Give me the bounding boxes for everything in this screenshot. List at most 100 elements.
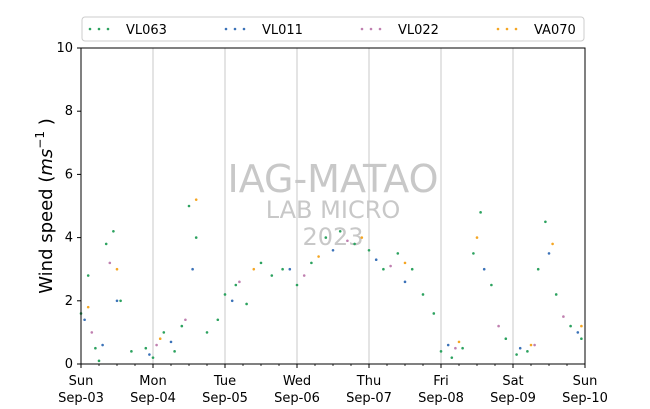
data-point-vl063 bbox=[112, 229, 115, 233]
data-point-vl011 bbox=[518, 346, 522, 350]
data-point-vl011 bbox=[288, 267, 292, 271]
data-point-vl063 bbox=[130, 350, 133, 353]
data-point-vl063 bbox=[173, 350, 176, 353]
data-point-vl063 bbox=[421, 293, 425, 296]
data-point-vl022 bbox=[346, 239, 349, 243]
x-tick-weekday: Tue bbox=[213, 374, 236, 389]
data-point-vl063 bbox=[205, 331, 209, 334]
data-point-vl011 bbox=[101, 343, 104, 347]
legend-marker bbox=[224, 27, 228, 31]
data-point-va070 bbox=[194, 198, 198, 201]
legend-marker bbox=[514, 27, 518, 31]
data-point-vl063 bbox=[439, 350, 443, 353]
data-point-vl022 bbox=[184, 318, 187, 322]
data-point-vl063 bbox=[281, 267, 284, 271]
data-point-vl063 bbox=[104, 242, 108, 246]
data-point-vl063 bbox=[569, 324, 572, 328]
watermark-line-2: LAB MICRO bbox=[266, 196, 401, 224]
legend-item-vl063: VL063 bbox=[126, 23, 167, 38]
data-point-va070 bbox=[115, 267, 119, 271]
scatter-points bbox=[79, 198, 583, 363]
legend-item-va070: VA070 bbox=[534, 23, 576, 38]
data-point-vl063 bbox=[526, 350, 529, 353]
data-point-vl063 bbox=[472, 252, 475, 255]
data-point-vl063 bbox=[94, 346, 97, 350]
x-tick-weekday: Sun bbox=[69, 374, 94, 389]
data-point-va070 bbox=[360, 236, 364, 239]
data-point-vl011 bbox=[115, 299, 119, 303]
legend-marker bbox=[378, 27, 382, 31]
legend-box bbox=[81, 16, 585, 42]
data-point-va070 bbox=[252, 267, 256, 271]
data-point-vl063 bbox=[367, 248, 371, 252]
data-point-vl063 bbox=[270, 274, 274, 277]
data-point-vl022 bbox=[90, 331, 94, 334]
data-point-va070 bbox=[317, 255, 320, 258]
data-point-vl063 bbox=[245, 302, 248, 306]
data-point-vl063 bbox=[310, 261, 313, 265]
data-point-vl011 bbox=[446, 343, 450, 347]
legend-marker bbox=[360, 27, 364, 31]
y-tick-label: 8 bbox=[65, 104, 73, 119]
y-tick-label: 4 bbox=[65, 231, 73, 246]
data-point-va070 bbox=[529, 343, 533, 347]
data-point-vl011 bbox=[331, 248, 335, 252]
data-point-vl063 bbox=[151, 356, 155, 359]
x-tick-weekday: Sun bbox=[573, 374, 598, 389]
data-point-vl063 bbox=[580, 337, 583, 341]
x-tick-date: Sep-07 bbox=[346, 391, 392, 406]
data-point-va070 bbox=[403, 261, 407, 265]
data-point-vl011 bbox=[230, 299, 234, 303]
data-point-va070 bbox=[551, 242, 554, 246]
x-tick-weekday: Mon bbox=[139, 374, 166, 389]
legend: VL063 VL011 VL022 VA070 bbox=[81, 16, 585, 42]
legend-marker bbox=[369, 27, 373, 31]
data-point-vl011 bbox=[83, 318, 86, 322]
legend-marker bbox=[496, 27, 500, 31]
data-point-vl063 bbox=[432, 312, 436, 315]
legend-marker bbox=[242, 27, 246, 31]
x-tick-date: Sep-10 bbox=[562, 391, 608, 406]
x-tick-weekday: Thu bbox=[356, 374, 381, 389]
data-point-vl063 bbox=[450, 356, 454, 359]
y-axis-ticks: 0 2 4 6 8 10 bbox=[56, 41, 81, 372]
data-point-vl011 bbox=[403, 280, 407, 284]
data-point-vl022 bbox=[302, 274, 306, 277]
vertical-gridlines bbox=[152, 48, 514, 364]
y-tick-label: 0 bbox=[65, 357, 73, 372]
data-point-vl011 bbox=[191, 267, 194, 271]
data-point-vl063 bbox=[295, 283, 299, 287]
data-point-vl063 bbox=[479, 211, 482, 214]
x-tick-date: Sep-09 bbox=[490, 391, 536, 406]
legend-marker bbox=[97, 27, 101, 31]
data-point-vl063 bbox=[338, 229, 342, 233]
x-tick-date: Sep-03 bbox=[58, 391, 104, 406]
data-point-vl063 bbox=[544, 220, 547, 224]
data-point-va070 bbox=[580, 324, 583, 328]
y-tick-label: 2 bbox=[65, 294, 73, 309]
legend-marker bbox=[233, 27, 237, 31]
legend-marker bbox=[106, 27, 110, 31]
data-point-vl063 bbox=[554, 293, 558, 296]
data-point-vl063 bbox=[223, 293, 227, 296]
data-point-vl011 bbox=[576, 331, 580, 334]
data-point-vl063 bbox=[216, 318, 220, 322]
data-point-vl063 bbox=[259, 261, 263, 265]
legend-item-vl011: VL011 bbox=[262, 23, 303, 38]
data-point-va070 bbox=[457, 340, 461, 344]
legend-marker bbox=[88, 27, 92, 31]
data-point-vl063 bbox=[162, 331, 166, 334]
data-point-vl063 bbox=[324, 236, 328, 239]
data-point-vl022 bbox=[497, 324, 500, 328]
data-point-va070 bbox=[475, 236, 479, 239]
data-point-vl063 bbox=[144, 346, 148, 350]
data-point-vl063 bbox=[353, 242, 356, 246]
legend-marker bbox=[505, 27, 509, 31]
data-point-vl022 bbox=[238, 280, 241, 284]
watermark-line-1: IAG-MATAO bbox=[227, 157, 438, 201]
legend-item-vl022: VL022 bbox=[398, 23, 439, 38]
data-point-vl063 bbox=[119, 299, 122, 303]
data-point-vl011 bbox=[169, 340, 173, 344]
data-point-vl022 bbox=[389, 264, 392, 268]
